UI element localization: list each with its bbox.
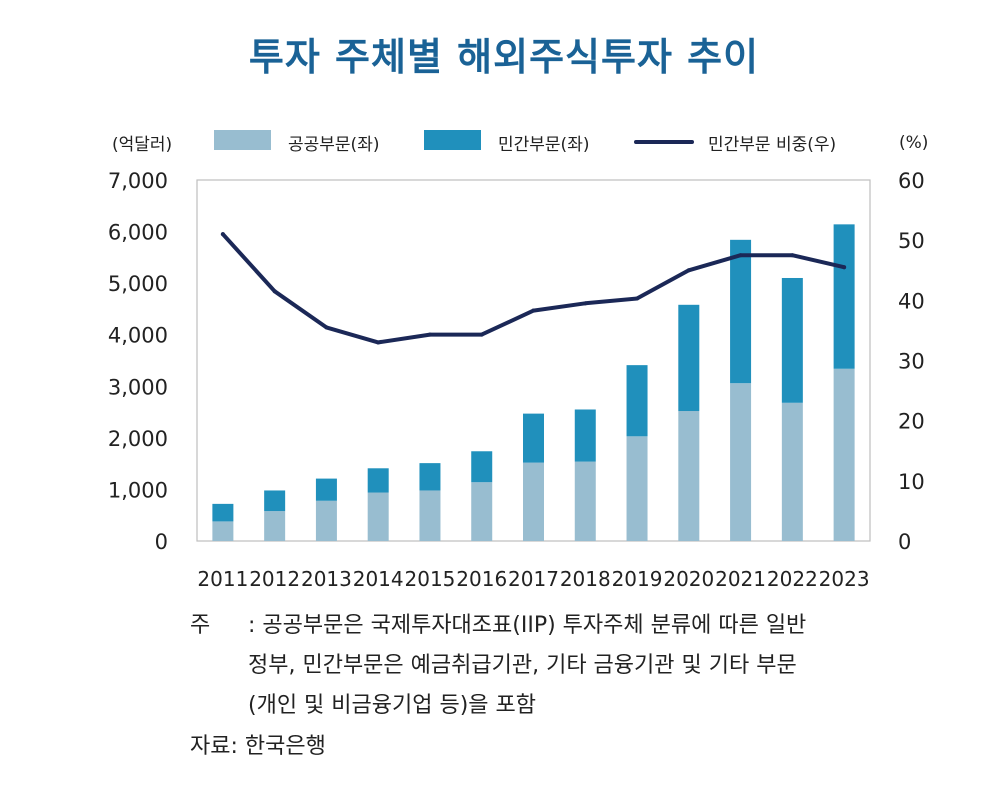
bar-private: [315, 478, 337, 501]
bar-private: [678, 304, 700, 412]
y-left-tick-label: 6,000: [108, 221, 168, 245]
notes-line-2: 정부, 민간부문은 예금취급기관, 기타 금융기관 및 기타 부문: [248, 653, 797, 678]
bar-private: [212, 503, 234, 522]
x-tick-label: 2018: [560, 567, 611, 591]
x-tick-label: 2020: [663, 567, 714, 591]
bar-private: [781, 277, 803, 403]
x-tick-label: 2017: [508, 567, 559, 591]
bar-private: [730, 239, 752, 384]
y-left-tick-label: 1,000: [108, 478, 168, 502]
x-tick-label: 2014: [353, 567, 404, 591]
bar-public: [574, 461, 596, 541]
y-right-tick-label: 0: [898, 530, 911, 554]
legend-swatch-share-line: [634, 140, 694, 144]
x-tick-label: 2012: [249, 567, 300, 591]
bar-public: [833, 368, 855, 541]
bar-public: [419, 490, 441, 541]
x-tick-label: 2023: [819, 567, 870, 591]
bar-private: [471, 451, 493, 483]
bar-public: [315, 500, 337, 541]
notes-line-1: : 공공부문은 국제투자대조표(IIP) 투자주체 분류에 따른 일반: [248, 613, 807, 638]
bar-private: [626, 365, 648, 437]
y-right-tick-label: 30: [898, 350, 925, 374]
share-point: [790, 253, 795, 258]
share-point: [324, 325, 329, 330]
bar-private: [367, 468, 389, 493]
left-axis-unit: (억달러): [112, 135, 173, 155]
bar-private: [574, 409, 596, 462]
chart-title: 투자 주체별 해외주식투자 추이: [248, 35, 760, 79]
legend-swatch-public: [214, 130, 271, 150]
bar-public: [730, 383, 752, 541]
y-left-tick-label: 7,000: [108, 169, 168, 193]
right-axis-unit: (%): [899, 133, 929, 153]
share-point: [583, 301, 588, 306]
share-point: [479, 332, 484, 337]
share-point: [376, 340, 381, 345]
y-right-tick-label: 50: [898, 229, 925, 253]
bar-public: [523, 462, 544, 541]
y-left-tick-label: 4,000: [108, 324, 168, 348]
bar-public: [264, 511, 286, 541]
y-left-tick-label: 3,000: [108, 375, 168, 399]
bar-private: [264, 490, 286, 512]
legend-label-share: 민간부문 비중(우): [708, 135, 837, 155]
y-right-tick-label: 20: [898, 410, 925, 434]
x-tick-label: 2011: [197, 567, 248, 591]
share-point: [635, 296, 640, 301]
legend-label-private: 민간부문(좌): [498, 135, 590, 155]
share-point: [842, 265, 847, 270]
notes-label: 주: [190, 613, 211, 638]
x-tick-label: 2019: [612, 567, 663, 591]
x-tick-label: 2013: [301, 567, 352, 591]
bar-public: [367, 492, 389, 541]
bar-private: [833, 224, 855, 369]
notes-block: 주 : 공공부문은 국제투자대조표(IIP) 투자주체 분류에 따른 일반 정부,…: [190, 606, 806, 726]
share-point: [686, 268, 691, 273]
share-point: [272, 289, 277, 294]
y-left-tick-label: 2,000: [108, 427, 168, 451]
y-right-tick-label: 40: [898, 289, 925, 313]
bar-public: [212, 521, 234, 541]
notes-line-3: (개인 및 비금융기업 등)을 포함: [248, 693, 537, 718]
x-tick-label: 2021: [715, 567, 766, 591]
source-note: 자료: 한국은행: [190, 734, 326, 759]
y-right-tick-label: 10: [898, 470, 925, 494]
share-point: [427, 332, 432, 337]
legend-swatch-private: [424, 130, 481, 150]
bar-private: [419, 463, 441, 491]
share-point: [738, 253, 743, 258]
share-point: [531, 308, 536, 313]
y-right-tick-label: 60: [898, 169, 925, 193]
bar-public: [626, 436, 648, 541]
x-tick-label: 2022: [767, 567, 818, 591]
bar-private: [523, 413, 544, 463]
bar-public: [781, 402, 803, 541]
chart-plot: 7,000 6,000 5,000 4,000 3,000 2,000 1,000 0 60 50…: [108, 169, 925, 591]
y-left-tick-label: 5,000: [108, 272, 168, 296]
x-tick-label: 2015: [405, 567, 456, 591]
y-left-tick-label: 0: [155, 530, 168, 554]
legend-label-public: 공공부문(좌): [288, 135, 380, 155]
share-point: [220, 232, 225, 237]
x-tick-label: 2016: [456, 567, 507, 591]
bar-public: [471, 482, 493, 541]
bar-public: [678, 411, 700, 541]
